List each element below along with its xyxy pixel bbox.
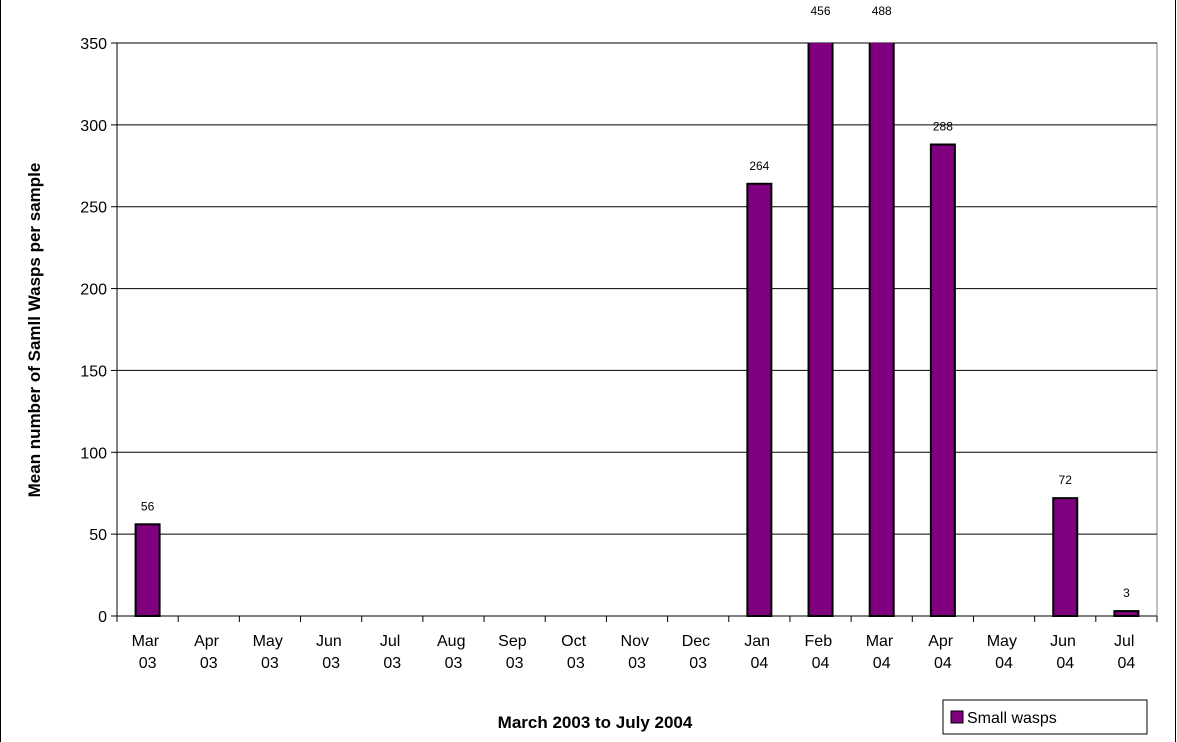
- x-tick-label: Apr 03: [194, 633, 223, 672]
- value-label: 56: [141, 499, 155, 513]
- y-tick-label: 300: [80, 118, 107, 135]
- bar: [807, 43, 834, 617]
- y-tick-label: 150: [80, 363, 107, 380]
- x-tick-label: Sep 03: [498, 633, 531, 672]
- x-tick-label: May 03: [253, 633, 288, 672]
- x-axis-title: March 2003 to July 2004: [498, 713, 693, 732]
- plot-area: [116, 42, 1158, 617]
- x-tick-label: Jan 04: [744, 633, 774, 672]
- value-label: 288: [933, 120, 953, 134]
- x-tick-label: Mar 03: [132, 633, 164, 672]
- legend-swatch: [950, 710, 964, 724]
- x-tick-label: Jun 03: [316, 633, 346, 672]
- value-label: 72: [1059, 473, 1073, 487]
- y-tick-label: 100: [80, 445, 107, 462]
- value-label: 456: [811, 4, 831, 18]
- y-tick-label: 0: [98, 609, 107, 626]
- x-tick-label: Jun 04: [1050, 633, 1080, 672]
- x-tick-label: Oct 03: [561, 633, 590, 672]
- bars: [134, 43, 1140, 617]
- x-tick-label: Aug 03: [437, 633, 470, 672]
- x-tick-label: Nov 03: [621, 633, 654, 672]
- y-tick-label: 200: [80, 282, 107, 299]
- x-tick-label: Jul 03: [380, 633, 405, 672]
- bar: [1113, 610, 1140, 617]
- x-tick-label: Jul 04: [1114, 633, 1139, 672]
- bar: [134, 523, 161, 617]
- value-label: 488: [872, 4, 892, 18]
- bar: [1052, 497, 1079, 617]
- bar: [868, 43, 895, 617]
- y-tick-label: 350: [80, 36, 107, 53]
- x-tick-label: Feb 04: [805, 633, 837, 672]
- bar: [929, 143, 956, 617]
- x-tick-label: Dec 03: [682, 633, 715, 672]
- legend-box: [942, 699, 1148, 735]
- x-tick-label: May 04: [987, 633, 1022, 672]
- x-tick-label: Mar 04: [866, 633, 898, 672]
- value-label: 264: [749, 159, 769, 173]
- value-label: 3: [1123, 586, 1130, 600]
- legend-label: Small wasps: [967, 710, 1057, 727]
- y-axis-title: Mean number of Samll Wasps per sample: [25, 163, 44, 498]
- x-tick-label: Apr 04: [928, 633, 957, 672]
- bar: [746, 182, 773, 617]
- y-tick-label: 250: [80, 200, 107, 217]
- y-tick-label: 50: [89, 527, 107, 544]
